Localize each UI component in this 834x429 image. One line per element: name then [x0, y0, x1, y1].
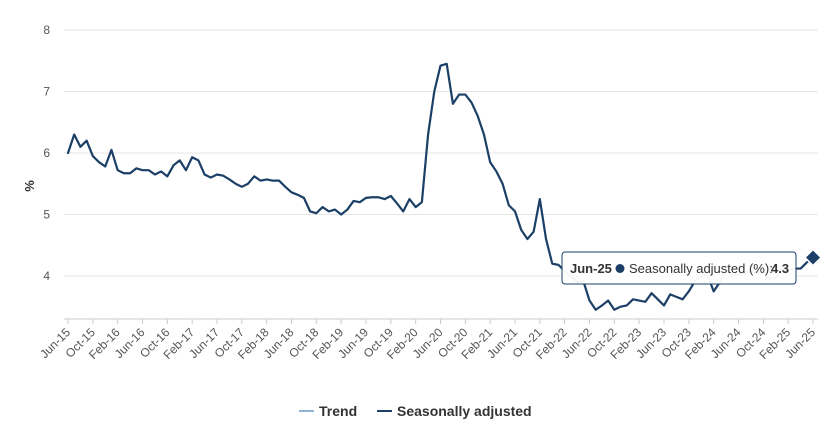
legend[interactable]: Trend Seasonally adjusted	[299, 403, 532, 419]
tooltip-series-label: Seasonally adjusted (%):	[629, 261, 773, 276]
y-tick-label: 7	[43, 84, 50, 98]
tooltip-series-marker	[615, 264, 625, 273]
tooltip-period: Jun-25	[570, 261, 612, 276]
tooltip-box	[561, 251, 797, 285]
legend-item-seasonally-adjusted[interactable]: Seasonally adjusted	[377, 403, 532, 419]
legend-item-trend[interactable]: Trend	[299, 403, 357, 419]
y-tick-label: 6	[43, 146, 50, 160]
tooltip: Jun-25 Seasonally adjusted (%): 4.3	[561, 251, 797, 285]
tooltip-value: 4.3	[771, 261, 789, 276]
series-layer	[66, 62, 823, 311]
legend-label-trend: Trend	[319, 403, 357, 419]
y-axis-label: %	[22, 180, 37, 192]
y-tick-label: 4	[43, 269, 50, 283]
y-axis: 4 5 6 7 8	[43, 23, 50, 283]
y-tick-label: 8	[43, 23, 50, 37]
x-axis: Jun-15Oct-15Feb-16Jun-16Oct-16Feb-17Jun-…	[37, 319, 818, 362]
highlight-point-marker[interactable]	[803, 248, 823, 267]
legend-label-seasonally-adjusted: Seasonally adjusted	[397, 403, 532, 419]
series-line-seasonally-adjusted	[66, 62, 815, 311]
y-tick-label: 5	[43, 207, 50, 221]
